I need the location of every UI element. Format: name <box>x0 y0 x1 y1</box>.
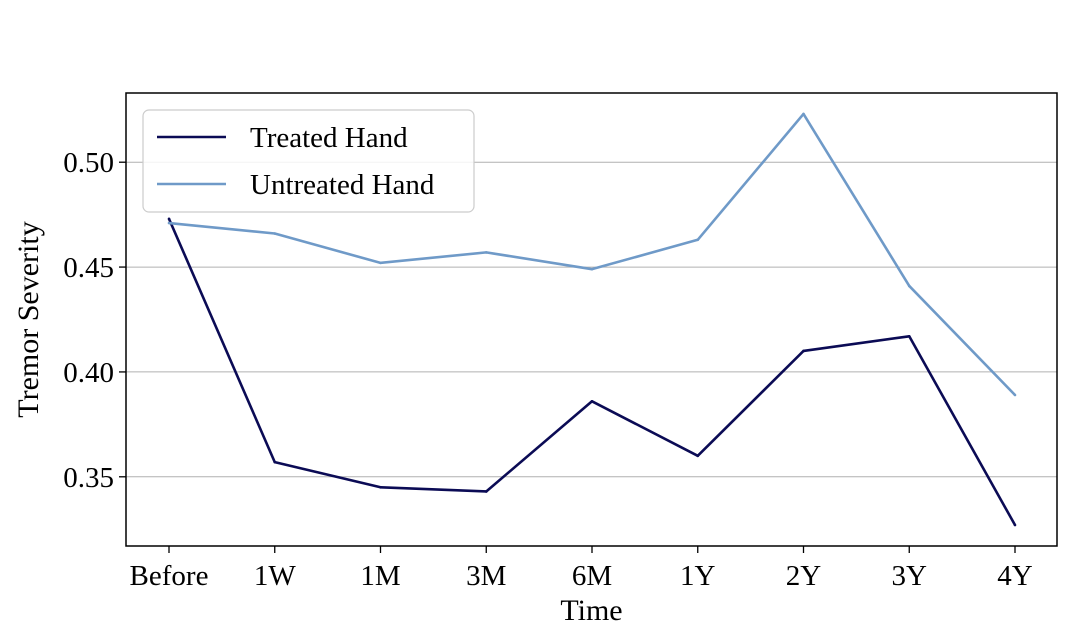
data-point <box>907 334 911 338</box>
data-point <box>802 112 805 116</box>
x-tick-label: 1M <box>360 560 400 592</box>
y-tick-label: 0.40 <box>63 357 114 389</box>
data-point <box>273 232 277 235</box>
x-tick-label: 1W <box>254 560 297 592</box>
data-point <box>696 454 700 458</box>
data-point <box>379 485 382 489</box>
x-tick-label: 3Y <box>892 560 928 592</box>
data-point <box>379 261 382 265</box>
data-point <box>1013 393 1017 397</box>
data-point <box>484 251 488 254</box>
x-tick-label: 2Y <box>786 560 822 592</box>
x-axis: Before 1W 1M 3M 6M 1Y 2Y 3Y 4Y <box>130 546 1033 592</box>
y-tick-label: 0.35 <box>63 462 114 494</box>
x-tick-label: 6M <box>572 560 612 592</box>
data-point <box>273 460 277 464</box>
data-point <box>1013 523 1017 527</box>
legend-label: Untreated Hand <box>250 169 435 201</box>
data-point <box>590 399 594 403</box>
x-tick-label: 4Y <box>997 560 1033 592</box>
x-tick-label: 1Y <box>680 560 716 592</box>
data-point <box>167 221 171 225</box>
legend-label: Treated Hand <box>250 122 408 154</box>
data-point <box>696 238 700 242</box>
x-axis-title: Time <box>560 594 622 626</box>
data-point <box>484 490 488 493</box>
legend-box <box>142 109 475 213</box>
series-layer <box>167 112 1017 527</box>
legend: Treated Hand Untreated Hand <box>142 109 475 213</box>
data-point <box>802 349 805 353</box>
y-tick-label: 0.50 <box>63 147 114 179</box>
x-tick-label: Before <box>130 560 209 592</box>
y-axis-title: Tremor Severity <box>12 221 45 417</box>
data-point <box>590 267 594 271</box>
y-tick-label: 0.45 <box>63 252 114 284</box>
data-point <box>167 217 171 221</box>
x-tick-label: 3M <box>466 560 506 592</box>
y-axis: 0.35 0.40 0.45 0.50 <box>63 147 126 494</box>
data-point <box>907 284 911 288</box>
